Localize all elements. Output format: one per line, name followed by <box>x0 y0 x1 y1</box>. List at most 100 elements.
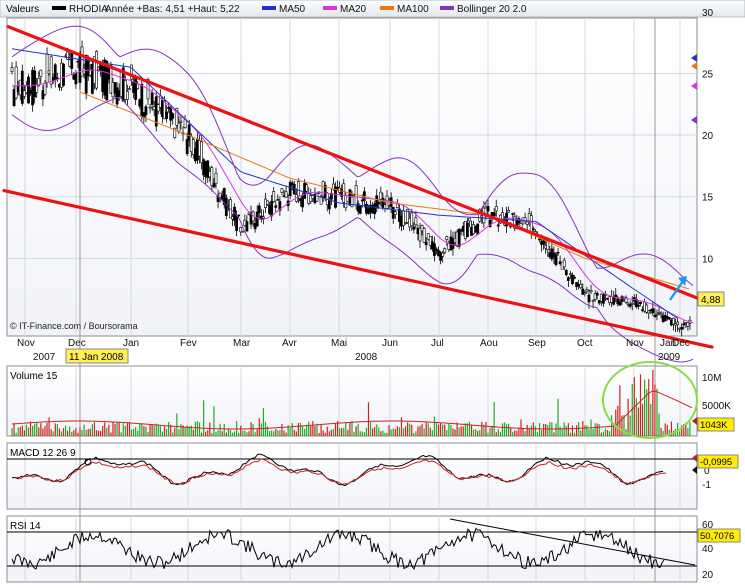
y-tick-label: 20 <box>702 131 714 142</box>
volume-bar <box>528 428 530 436</box>
volume-bar <box>161 431 164 436</box>
candle-body <box>62 63 65 86</box>
volume-bar <box>114 423 116 436</box>
volume-bar <box>252 424 254 436</box>
volume-bar <box>538 423 541 436</box>
volume-bar <box>240 425 242 436</box>
candle-body <box>125 91 129 100</box>
y-axis: 30 25 20 15 10 4,88 10M 5000K 1043K 0 -1 -0,0995 60 4… <box>691 8 741 581</box>
legend-swatch-2 <box>262 6 276 10</box>
candle-body <box>562 259 566 268</box>
candle-body <box>354 185 358 206</box>
x-month-label: Sep <box>528 338 546 349</box>
candle-body <box>583 292 587 295</box>
candle-body <box>35 84 39 93</box>
y-tick-label: 30 <box>702 8 714 19</box>
volume-bar <box>483 424 485 436</box>
volume-bar <box>343 427 345 436</box>
volume-bar <box>481 421 483 436</box>
volume-bar <box>398 427 400 436</box>
candle-body <box>595 292 599 296</box>
volume-bar <box>421 424 423 436</box>
candle-body <box>255 211 259 227</box>
candle-body <box>422 228 426 243</box>
volume-bar <box>588 429 590 436</box>
candle-body <box>334 186 337 208</box>
volume-bar <box>512 431 514 436</box>
candle-body <box>327 200 331 210</box>
candle-body <box>261 216 265 219</box>
volume-bar <box>21 425 23 436</box>
volume-bar <box>13 423 15 436</box>
main-series <box>10 25 694 363</box>
candle-body <box>665 316 669 319</box>
volume-bar <box>141 423 143 436</box>
volume-bar <box>258 418 260 436</box>
volume-bar <box>238 432 240 436</box>
volume-bar <box>606 430 609 436</box>
volume-bar <box>627 398 629 436</box>
volume-bar <box>450 424 452 436</box>
candle-body <box>375 195 379 209</box>
candle-body <box>569 273 572 276</box>
volume-bar <box>223 423 225 436</box>
rsi-last-badge <box>697 528 741 543</box>
candle-body <box>667 317 671 320</box>
volume-bar <box>378 427 380 436</box>
volume-bar <box>149 424 151 436</box>
volume-bar <box>646 389 648 436</box>
volume-bar <box>155 423 157 436</box>
volume-tick-1: 5000K <box>702 401 731 412</box>
candle-body <box>381 197 385 208</box>
volume-bar <box>555 423 557 436</box>
volume-bar <box>304 428 306 436</box>
volume-bar <box>503 422 506 436</box>
candle-body <box>511 213 515 215</box>
candle-body <box>274 205 278 208</box>
volume-bar <box>262 408 264 436</box>
candle-body <box>496 224 500 227</box>
x-month-label: Oct <box>577 338 593 349</box>
candle-body <box>554 254 558 265</box>
volume-bar <box>520 419 522 436</box>
volume-bar <box>644 379 646 436</box>
volume-bar <box>124 425 126 436</box>
candle-body <box>22 90 26 97</box>
candle-body <box>175 108 179 126</box>
candle-body <box>144 106 148 116</box>
volume-bar <box>54 423 56 436</box>
candle-body <box>245 221 249 232</box>
volume-bar <box>641 403 644 436</box>
volume-bar <box>289 427 291 436</box>
volume-bar <box>351 421 353 436</box>
candle-body <box>457 229 461 247</box>
volume-bar <box>621 415 623 436</box>
volume-bar <box>151 424 153 436</box>
volume-bar <box>611 415 613 436</box>
volume-bar <box>34 423 36 436</box>
candle-body <box>465 222 469 238</box>
volume-bar <box>170 424 172 436</box>
volume-bar <box>472 429 475 436</box>
volume-bar <box>227 428 229 436</box>
volume-bar <box>87 429 89 436</box>
candle-body <box>418 227 422 242</box>
volume-bar <box>318 432 320 436</box>
volume-bar <box>157 425 159 436</box>
volume-last-value: 1043K <box>700 420 728 431</box>
volume-bar <box>186 425 188 436</box>
ma100-line <box>79 91 690 290</box>
volume-bar <box>312 421 314 436</box>
volume-bar <box>567 423 569 436</box>
volume-bar <box>668 429 670 436</box>
candle-body <box>420 225 424 232</box>
legend-label: Valeurs <box>6 4 39 15</box>
trendline-lower <box>2 188 714 349</box>
candle-body <box>377 201 381 205</box>
last-price-value: 4,88 <box>701 295 721 306</box>
candle-body <box>297 181 300 197</box>
volume-bar <box>357 423 359 436</box>
candle-body <box>319 195 323 205</box>
volume-bar <box>388 425 390 436</box>
